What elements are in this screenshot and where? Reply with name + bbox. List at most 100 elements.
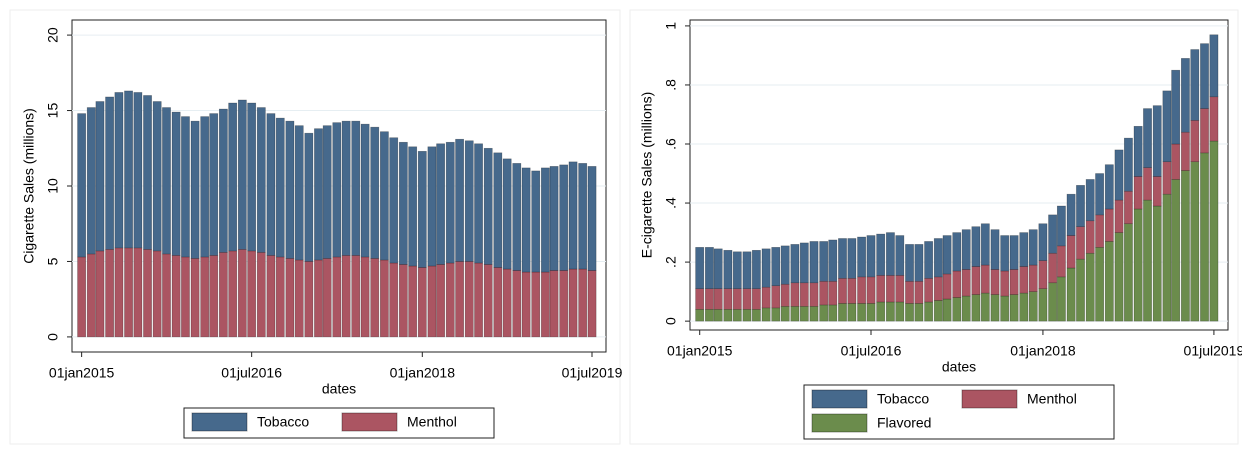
bar bbox=[436, 143, 446, 265]
bar bbox=[942, 298, 952, 322]
legend-swatch bbox=[811, 413, 868, 433]
bar bbox=[828, 304, 838, 322]
bar bbox=[942, 273, 952, 300]
bar bbox=[866, 303, 876, 322]
bar bbox=[568, 161, 578, 270]
bar bbox=[742, 251, 752, 289]
bar bbox=[961, 229, 971, 270]
bar bbox=[961, 269, 971, 297]
bar bbox=[77, 113, 87, 258]
bar bbox=[398, 264, 408, 338]
bar bbox=[819, 241, 829, 282]
bar bbox=[389, 262, 399, 338]
bar bbox=[171, 111, 181, 256]
bar bbox=[1114, 149, 1124, 201]
bar bbox=[761, 248, 771, 288]
bar bbox=[314, 259, 323, 338]
bar bbox=[847, 278, 857, 304]
bar bbox=[1038, 260, 1048, 289]
y-tick-label: 5 bbox=[45, 257, 61, 265]
bar bbox=[1085, 179, 1095, 222]
bar bbox=[1133, 208, 1143, 322]
bar bbox=[1038, 223, 1048, 261]
bar bbox=[828, 239, 838, 282]
bar bbox=[1171, 143, 1181, 180]
bar bbox=[228, 102, 238, 252]
bar bbox=[1152, 176, 1162, 207]
bar bbox=[549, 166, 559, 271]
bar bbox=[540, 167, 550, 273]
bar bbox=[809, 282, 819, 307]
bar bbox=[1152, 105, 1162, 177]
x-axis-label: dates bbox=[322, 381, 356, 397]
y-axis-label: Cigarette Sales (millions) bbox=[21, 108, 37, 264]
bar bbox=[285, 120, 295, 259]
bar bbox=[247, 250, 257, 338]
bar bbox=[332, 256, 342, 338]
bar bbox=[809, 306, 819, 322]
bar bbox=[1143, 167, 1152, 201]
bar bbox=[105, 249, 115, 338]
bar bbox=[952, 270, 962, 298]
bar bbox=[1085, 252, 1095, 322]
bar bbox=[464, 140, 474, 262]
bar bbox=[905, 280, 914, 304]
y-tick-label: .2 bbox=[663, 256, 679, 268]
bar bbox=[799, 282, 809, 307]
legend-label: Tobacco bbox=[257, 414, 309, 430]
bar bbox=[162, 253, 171, 338]
bar bbox=[1056, 205, 1066, 247]
legend-swatch bbox=[961, 389, 1018, 409]
bar bbox=[980, 292, 990, 322]
bar bbox=[990, 269, 1000, 295]
x-tick-label: 01jan2018 bbox=[1010, 343, 1076, 359]
bar bbox=[417, 267, 427, 338]
x-axis-label: dates bbox=[942, 359, 976, 375]
bar bbox=[531, 170, 541, 273]
bar bbox=[228, 250, 238, 338]
bar bbox=[95, 250, 105, 338]
bar bbox=[360, 123, 370, 258]
bar bbox=[1171, 179, 1181, 322]
bar bbox=[713, 248, 723, 289]
bar bbox=[143, 95, 152, 250]
bar bbox=[531, 271, 541, 338]
bar bbox=[559, 164, 569, 271]
bar bbox=[971, 266, 981, 295]
bar bbox=[780, 245, 790, 285]
bar bbox=[971, 294, 981, 322]
bar bbox=[483, 147, 493, 265]
bar bbox=[1066, 235, 1076, 269]
bar bbox=[427, 146, 437, 267]
bar bbox=[218, 108, 228, 253]
bar bbox=[152, 250, 162, 338]
bar bbox=[1123, 223, 1133, 322]
bar bbox=[838, 278, 847, 304]
bar bbox=[761, 286, 771, 309]
bar bbox=[1028, 291, 1038, 322]
bar bbox=[275, 256, 285, 338]
bar bbox=[751, 309, 761, 322]
bar bbox=[275, 117, 285, 258]
bar bbox=[885, 232, 895, 276]
bar bbox=[704, 288, 714, 310]
bar bbox=[322, 125, 332, 259]
bar bbox=[914, 303, 924, 322]
x-tick-label: 01jan2015 bbox=[667, 343, 733, 359]
bar bbox=[990, 229, 1000, 270]
bar bbox=[1209, 140, 1219, 322]
bar bbox=[1152, 205, 1162, 322]
bar bbox=[1133, 125, 1143, 177]
bar bbox=[1104, 208, 1114, 242]
bar bbox=[1076, 258, 1085, 322]
bar bbox=[695, 247, 705, 289]
legend-swatch bbox=[341, 412, 398, 432]
bar bbox=[114, 92, 124, 249]
bar bbox=[790, 306, 800, 322]
bar bbox=[105, 96, 115, 250]
bar bbox=[905, 303, 914, 322]
legend-label: Menthol bbox=[407, 414, 457, 430]
bar bbox=[1209, 34, 1219, 98]
bar bbox=[256, 107, 266, 253]
bar bbox=[790, 282, 800, 307]
